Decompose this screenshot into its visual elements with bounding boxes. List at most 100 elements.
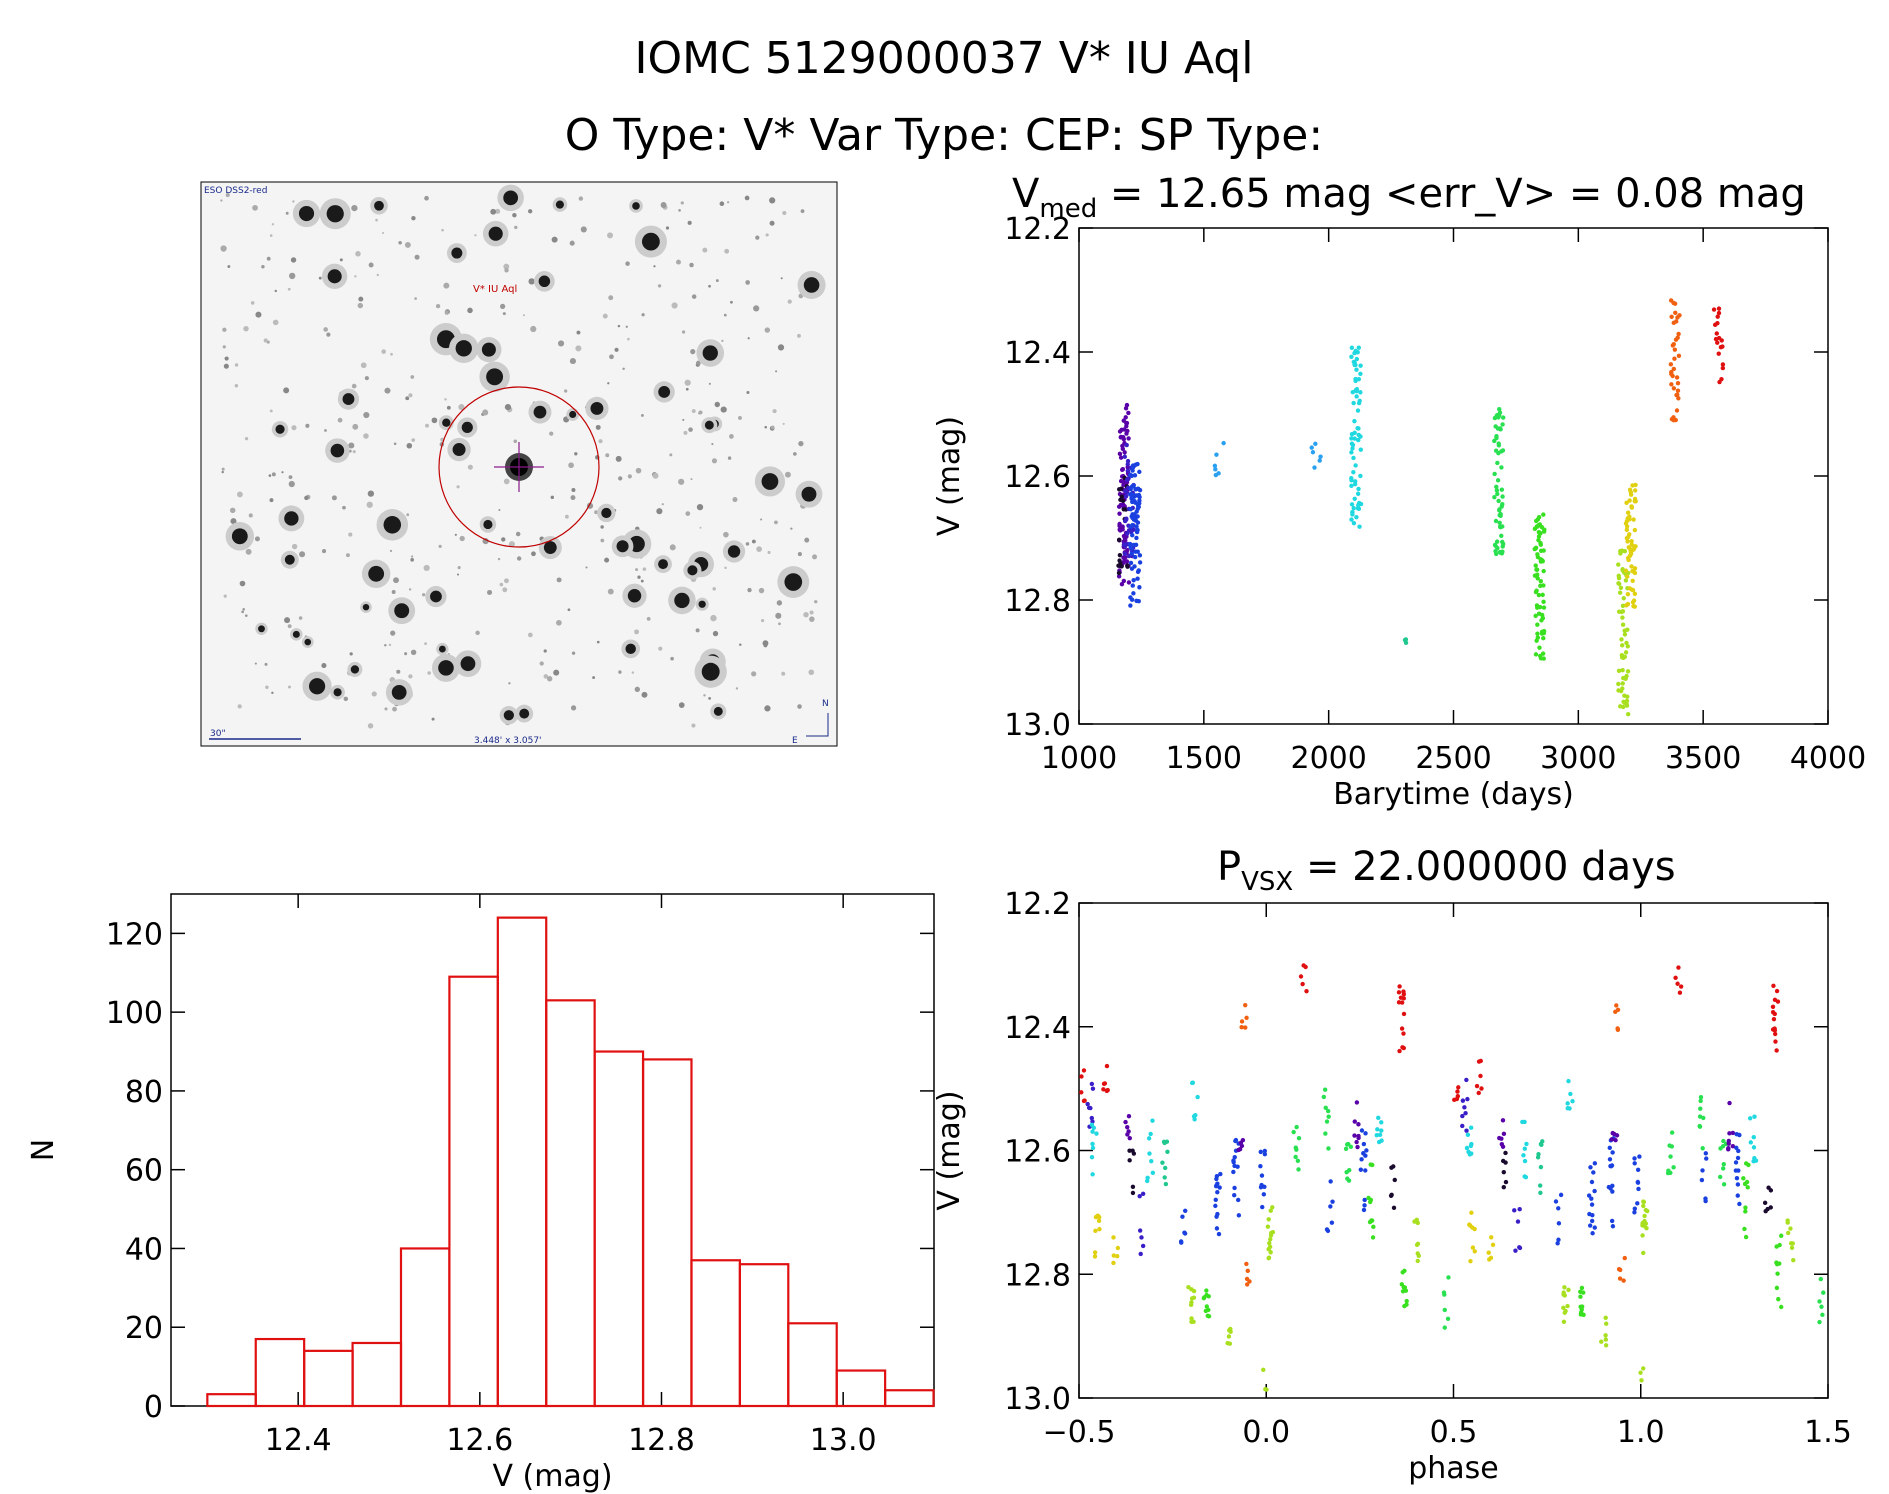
- star: [691, 294, 697, 299]
- star: [290, 257, 297, 263]
- data-point: [1464, 1128, 1469, 1133]
- star: [224, 356, 229, 361]
- star: [288, 480, 295, 488]
- data-point: [1500, 524, 1505, 529]
- star: [516, 556, 522, 561]
- star: [570, 495, 576, 501]
- data-point: [1309, 445, 1314, 450]
- star: [557, 340, 565, 347]
- x-tick-label: 3500: [1665, 741, 1741, 776]
- data-point: [1730, 1130, 1736, 1136]
- data-point: [1587, 1211, 1592, 1217]
- data-point: [1625, 574, 1630, 579]
- data-point: [1354, 1100, 1360, 1105]
- data-point: [1630, 587, 1635, 592]
- data-point: [1123, 488, 1128, 494]
- data-point: [1414, 1242, 1420, 1248]
- star: [684, 379, 691, 386]
- data-point: [1328, 1204, 1333, 1209]
- star: [751, 671, 757, 677]
- data-point: [1118, 435, 1123, 440]
- star: [504, 268, 509, 273]
- histogram-bar: [787, 1322, 838, 1408]
- star: [323, 327, 328, 332]
- data-point: [1116, 504, 1122, 509]
- star: [708, 382, 711, 385]
- histogram-bar: [254, 1337, 306, 1408]
- data-point: [1726, 1147, 1731, 1152]
- data-point: [1358, 371, 1363, 377]
- data-point: [1330, 1199, 1335, 1204]
- data-point: [1698, 1095, 1704, 1100]
- data-point: [1213, 1197, 1218, 1203]
- data-point: [1133, 549, 1138, 554]
- data-point: [1629, 564, 1634, 569]
- data-point: [1632, 499, 1637, 504]
- data-point: [1122, 450, 1127, 455]
- data-point: [1703, 1151, 1709, 1156]
- star: [326, 332, 331, 337]
- data-point: [1561, 1319, 1567, 1325]
- star: [467, 307, 473, 314]
- data-point: [1349, 483, 1354, 489]
- data-point: [1122, 551, 1128, 556]
- data-point: [1494, 433, 1499, 439]
- star: [220, 199, 223, 202]
- star: [600, 525, 604, 529]
- data-point: [1743, 1205, 1748, 1210]
- data-point: [1499, 533, 1504, 539]
- data-point: [1633, 488, 1638, 493]
- star: [653, 265, 656, 268]
- data-point: [1556, 1206, 1561, 1211]
- star: [339, 258, 343, 262]
- data-point: [1442, 1325, 1447, 1330]
- data-point: [1790, 1241, 1795, 1246]
- star: [292, 630, 300, 638]
- star: [580, 226, 587, 233]
- data-point: [1349, 478, 1354, 483]
- data-point: [1296, 1167, 1301, 1172]
- data-point: [1536, 515, 1542, 520]
- star: [767, 550, 771, 555]
- star: [342, 393, 355, 405]
- data-point: [1500, 422, 1505, 427]
- data-point: [1641, 1199, 1646, 1204]
- data-point: [1674, 392, 1679, 398]
- star: [658, 646, 663, 651]
- star: [780, 277, 783, 280]
- data-point: [1632, 604, 1638, 609]
- star: [585, 566, 588, 569]
- data-point: [1243, 1025, 1248, 1030]
- data-point: [1215, 1190, 1220, 1195]
- data-point: [1374, 1132, 1379, 1138]
- data-point: [1538, 1190, 1543, 1195]
- star: [522, 314, 525, 317]
- star: [391, 589, 396, 594]
- star: [669, 544, 676, 551]
- data-point: [1352, 418, 1357, 424]
- data-point: [1532, 546, 1537, 552]
- data-point: [1401, 989, 1406, 994]
- star: [500, 303, 506, 309]
- data-point: [1492, 471, 1497, 477]
- data-point: [1716, 351, 1721, 356]
- star: [222, 327, 227, 332]
- star: [410, 555, 414, 558]
- star: [438, 645, 446, 653]
- sky-image-panel: ESO DSS2-red V* IU Aql 30" 3.448' x 3.05…: [200, 181, 838, 747]
- data-point: [1119, 581, 1125, 587]
- data-point: [1536, 611, 1542, 616]
- star: [431, 417, 438, 424]
- data-point: [1349, 436, 1354, 441]
- data-point: [1132, 473, 1138, 478]
- data-point: [1561, 1290, 1566, 1295]
- data-point: [1501, 415, 1506, 420]
- star: [304, 495, 309, 501]
- data-point: [1632, 591, 1638, 597]
- data-point: [1300, 981, 1305, 987]
- data-point: [1619, 655, 1625, 660]
- data-point: [1356, 500, 1362, 506]
- data-point: [1610, 1189, 1615, 1194]
- data-point: [1370, 1162, 1375, 1168]
- data-point: [1375, 1127, 1380, 1132]
